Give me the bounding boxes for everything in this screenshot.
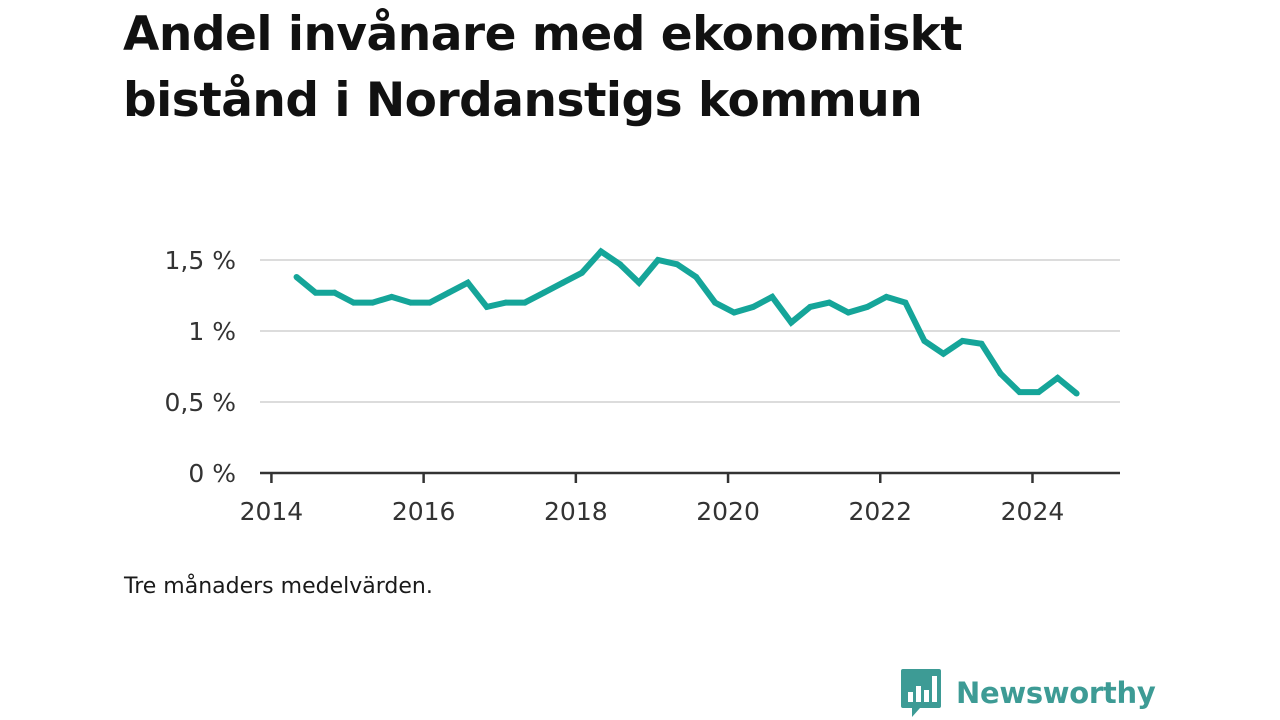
newsworthy-logo: Newsworthy xyxy=(900,668,1156,718)
data-point-39 xyxy=(1035,389,1042,396)
chart-title: Andel invånare med ekonomiskt bistånd i … xyxy=(123,7,963,128)
x-tick-label-3: 2020 xyxy=(696,497,760,526)
data-point-3 xyxy=(350,299,357,306)
data-point-13 xyxy=(540,289,547,296)
data-point-40 xyxy=(1054,374,1061,381)
brand-name: Newsworthy xyxy=(956,676,1156,710)
data-point-32 xyxy=(902,299,909,306)
data-point-23 xyxy=(731,309,738,316)
x-tick-label-4: 2022 xyxy=(848,497,912,526)
data-point-10 xyxy=(483,303,490,310)
data-point-34 xyxy=(940,350,947,357)
data-point-18 xyxy=(636,279,643,286)
data-point-1 xyxy=(312,289,319,296)
data-point-31 xyxy=(883,293,890,300)
y-tick-label-0: 0 % xyxy=(188,459,236,488)
data-point-5 xyxy=(388,293,395,300)
data-point-27 xyxy=(807,303,814,310)
data-point-30 xyxy=(864,303,871,310)
data-point-4 xyxy=(369,299,376,306)
x-tick-label-0: 2014 xyxy=(240,497,304,526)
x-tick-label-1: 2016 xyxy=(392,497,456,526)
y-tick-label-1: 0,5 % xyxy=(165,388,236,417)
data-point-22 xyxy=(712,299,719,306)
data-series-line xyxy=(294,247,1079,396)
data-point-28 xyxy=(826,299,833,306)
data-point-0 xyxy=(293,274,300,281)
data-point-37 xyxy=(997,370,1004,377)
data-point-8 xyxy=(445,289,452,296)
data-point-20 xyxy=(674,261,681,268)
data-point-19 xyxy=(655,257,662,263)
x-tick-label-5: 2024 xyxy=(1001,497,1065,526)
bar-chart-speech-bubble-icon xyxy=(901,669,941,717)
chart-note: Tre månaders medelvärden. xyxy=(124,574,433,599)
grid-lines xyxy=(260,259,1120,403)
data-point-21 xyxy=(693,274,700,281)
data-point-14 xyxy=(559,279,566,286)
data-point-25 xyxy=(769,293,776,300)
x-axis-tick-labels: 2014 2016 2018 2020 2022 2024 xyxy=(240,497,1065,526)
y-tick-label-2: 1 % xyxy=(188,317,236,346)
data-point-41 xyxy=(1073,390,1080,397)
data-point-17 xyxy=(616,261,623,268)
data-point-7 xyxy=(426,299,433,306)
data-point-26 xyxy=(788,319,795,326)
x-tick-label-2: 2018 xyxy=(544,497,608,526)
y-axis-tick-labels: 0 % 0,5 % 1 % 1,5 % xyxy=(165,246,236,488)
data-point-24 xyxy=(750,303,757,310)
data-point-33 xyxy=(921,337,928,344)
data-point-29 xyxy=(845,309,852,316)
data-point-15 xyxy=(578,269,585,276)
y-tick-label-3: 1,5 % xyxy=(165,246,236,275)
data-point-12 xyxy=(521,299,528,306)
x-axis-ticks xyxy=(270,473,1034,483)
data-point-9 xyxy=(464,279,471,286)
data-point-2 xyxy=(331,289,338,296)
data-point-6 xyxy=(407,299,414,306)
data-point-36 xyxy=(978,340,985,347)
data-point-38 xyxy=(1016,389,1023,396)
data-series-points xyxy=(293,248,1080,397)
data-point-11 xyxy=(502,299,509,306)
data-point-35 xyxy=(959,337,966,344)
data-point-16 xyxy=(597,248,604,255)
